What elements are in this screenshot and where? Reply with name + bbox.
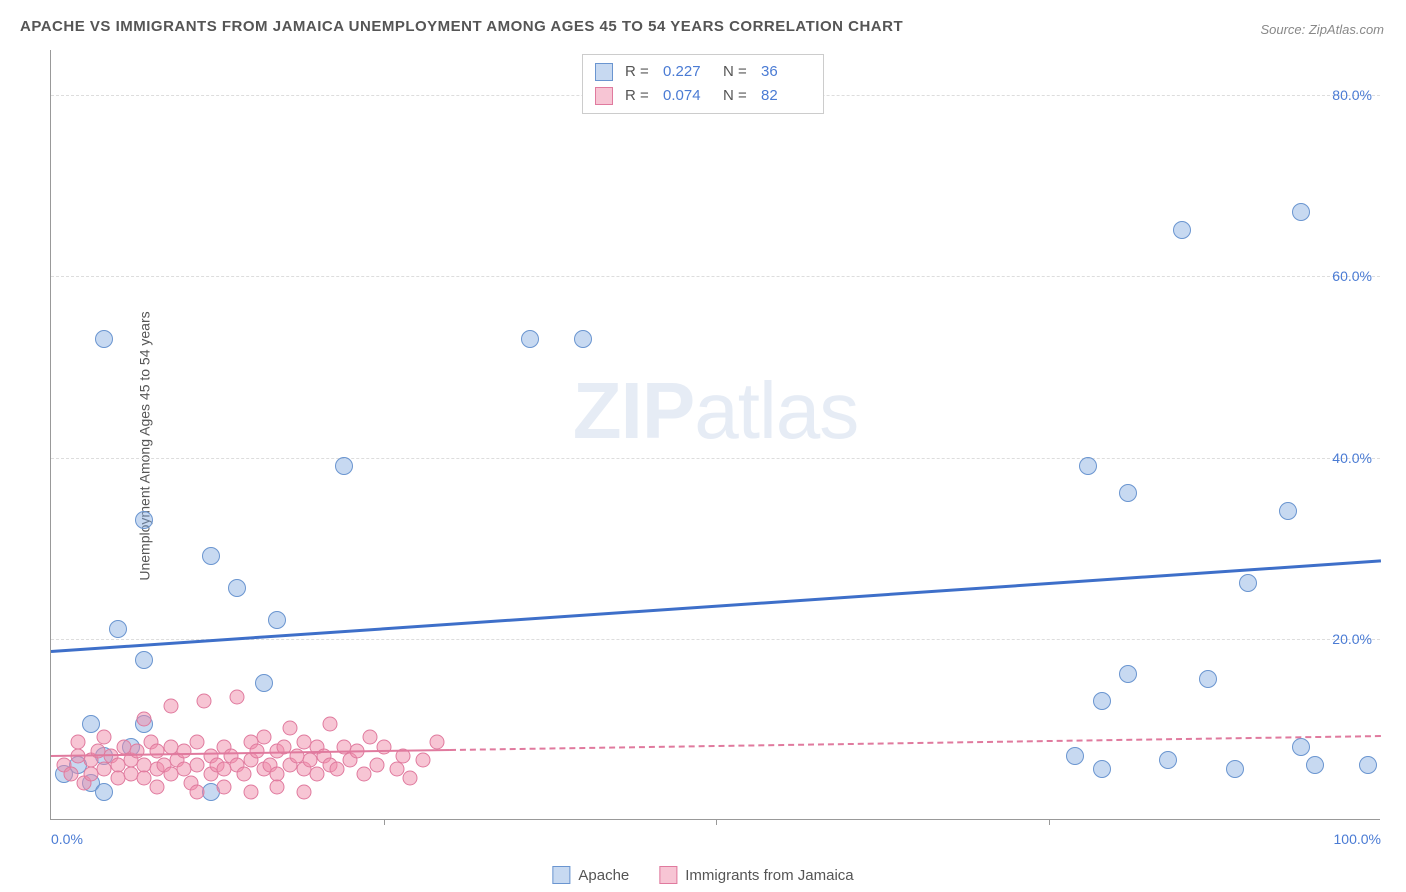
n-value: 82 (761, 84, 811, 108)
gridline (51, 276, 1380, 277)
source-label: Source: ZipAtlas.com (1260, 22, 1384, 37)
data-point (1199, 670, 1217, 688)
data-point (109, 620, 127, 638)
y-tick-label: 80.0% (1332, 87, 1372, 103)
data-point (202, 547, 220, 565)
data-point (429, 735, 444, 750)
data-point (268, 611, 286, 629)
data-point (1306, 756, 1324, 774)
legend-swatch (659, 866, 677, 884)
legend-item: Immigrants from Jamaica (659, 866, 853, 884)
data-point (1226, 760, 1244, 778)
x-tick-mark (1049, 819, 1050, 825)
data-point (416, 753, 431, 768)
r-label: R = (625, 84, 653, 108)
data-point (177, 744, 192, 759)
watermark-rest: atlas (694, 366, 858, 455)
n-label: N = (723, 84, 751, 108)
data-point (369, 757, 384, 772)
data-point (216, 780, 231, 795)
data-point (335, 457, 353, 475)
legend-swatch (595, 63, 613, 81)
n-value: 36 (761, 60, 811, 84)
legend-swatch (552, 866, 570, 884)
data-point (1119, 665, 1137, 683)
data-point (163, 698, 178, 713)
data-point (82, 715, 100, 733)
legend-stat-row: R = 0.227 N = 36 (595, 60, 811, 84)
data-point (363, 730, 378, 745)
legend-swatch (595, 87, 613, 105)
y-tick-label: 40.0% (1332, 450, 1372, 466)
data-point (1292, 738, 1310, 756)
data-point (255, 674, 273, 692)
data-point (310, 766, 325, 781)
scatter-plot: ZIPatlas 20.0%40.0%60.0%80.0%0.0%100.0% (50, 50, 1380, 820)
r-value: 0.074 (663, 84, 713, 108)
data-point (403, 771, 418, 786)
data-point (270, 780, 285, 795)
x-tick-mark (384, 819, 385, 825)
data-point (356, 766, 371, 781)
data-point (1079, 457, 1097, 475)
legend-item: Apache (552, 866, 629, 884)
data-point (150, 780, 165, 795)
data-point (574, 330, 592, 348)
data-point (296, 784, 311, 799)
x-tick-mark (716, 819, 717, 825)
data-point (256, 730, 271, 745)
data-point (236, 766, 251, 781)
data-point (70, 735, 85, 750)
data-point (137, 712, 152, 727)
legend-stats: R = 0.227 N = 36 R = 0.074 N = 82 (582, 54, 824, 114)
n-label: N = (723, 60, 751, 84)
data-point (1093, 692, 1111, 710)
data-point (1066, 747, 1084, 765)
data-point (135, 511, 153, 529)
y-tick-label: 60.0% (1332, 268, 1372, 284)
data-point (1279, 502, 1297, 520)
watermark-bold: ZIP (573, 366, 694, 455)
watermark: ZIPatlas (573, 365, 858, 457)
legend-series: Apache Immigrants from Jamaica (552, 866, 853, 884)
data-point (190, 784, 205, 799)
data-point (135, 651, 153, 669)
data-point (389, 762, 404, 777)
data-point (1359, 756, 1377, 774)
data-point (283, 721, 298, 736)
data-point (228, 579, 246, 597)
legend-stat-row: R = 0.074 N = 82 (595, 84, 811, 108)
data-point (1173, 221, 1191, 239)
r-label: R = (625, 60, 653, 84)
data-point (63, 766, 78, 781)
data-point (190, 735, 205, 750)
r-value: 0.227 (663, 60, 713, 84)
y-tick-label: 20.0% (1332, 631, 1372, 647)
data-point (97, 730, 112, 745)
x-tick-label: 100.0% (1334, 831, 1381, 847)
data-point (95, 783, 113, 801)
data-point (196, 694, 211, 709)
trend-line-dashed (450, 735, 1381, 751)
data-point (190, 757, 205, 772)
chart-title: APACHE VS IMMIGRANTS FROM JAMAICA UNEMPL… (20, 18, 903, 35)
data-point (243, 784, 258, 799)
gridline (51, 458, 1380, 459)
data-point (137, 771, 152, 786)
data-point (1239, 574, 1257, 592)
data-point (1119, 484, 1137, 502)
legend-label: Apache (578, 867, 629, 884)
legend-label: Immigrants from Jamaica (685, 867, 853, 884)
data-point (1093, 760, 1111, 778)
data-point (323, 716, 338, 731)
data-point (1159, 751, 1177, 769)
data-point (1292, 203, 1310, 221)
data-point (230, 689, 245, 704)
data-point (521, 330, 539, 348)
x-tick-label: 0.0% (51, 831, 83, 847)
data-point (95, 330, 113, 348)
data-point (329, 762, 344, 777)
